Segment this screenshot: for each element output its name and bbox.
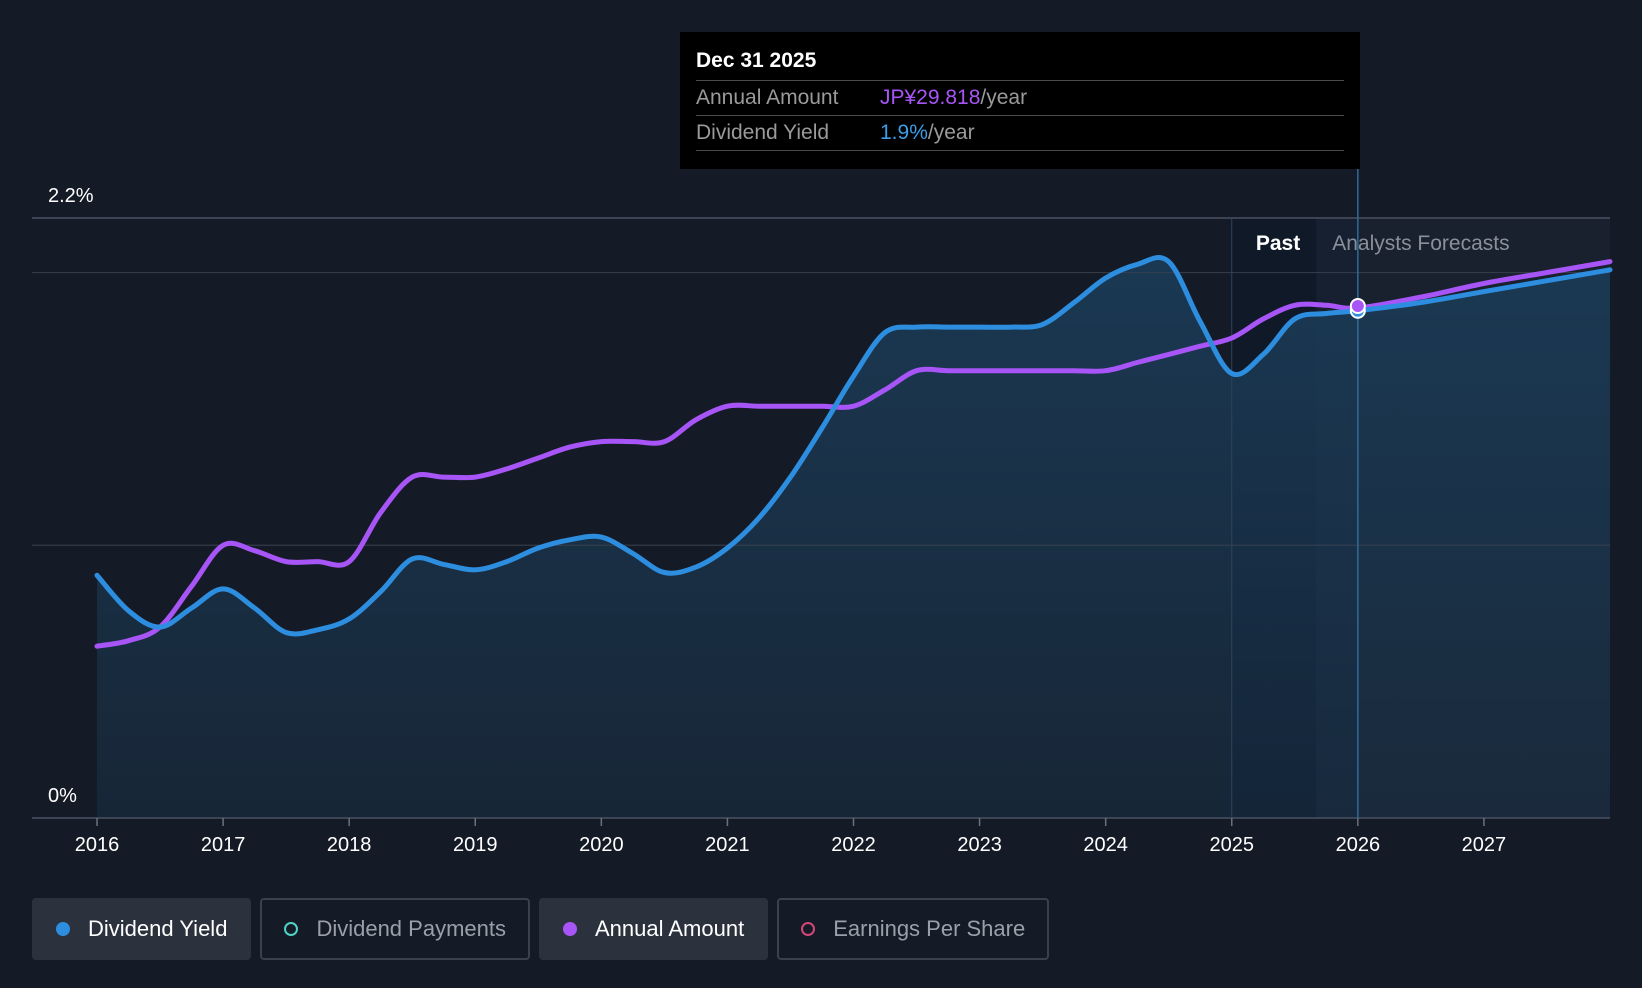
legend-dividend-yield-label: Dividend Yield <box>88 916 228 941</box>
legend-annual-amount-label: Annual Amount <box>594 916 745 941</box>
x-tick-label: 2027 <box>1462 834 1507 856</box>
legend-dividend-yield-button[interactable]: Dividend Yield <box>32 898 252 960</box>
dividend-yield-dot-icon <box>56 922 70 936</box>
dividend-payments-dot-icon <box>284 922 299 936</box>
legend-earnings-per-share-label: Earnings Per Share <box>833 916 1026 941</box>
tooltip-yield-row: Dividend Yield 1.9% /year <box>696 115 1344 151</box>
dividend-yield-area <box>97 257 1610 818</box>
tooltip-yield-unit: /year <box>927 121 975 144</box>
x-tick-label: 2020 <box>579 834 624 856</box>
tooltip-yield-value: 1.9% <box>880 121 928 144</box>
legend-dividend-payments-label: Dividend Payments <box>316 916 506 941</box>
dividend-yield-line <box>94 255 1613 637</box>
y-tick-label: 0% <box>48 785 77 807</box>
annual-amount-marker <box>1349 298 1366 314</box>
earnings-per-share-dot-icon <box>801 922 816 936</box>
x-tick-label: 2018 <box>327 834 372 856</box>
x-tick-label: 2024 <box>1083 834 1128 856</box>
chart-tooltip: Dec 31 2025 Annual Amount JP¥29.818 /yea… <box>680 32 1360 169</box>
past-label: Past <box>1256 232 1300 255</box>
annual-amount-line <box>94 259 1613 649</box>
x-tick-label: 2019 <box>453 834 498 856</box>
tooltip-date: Dec 31 2025 <box>696 49 817 72</box>
x-tick-label: 2026 <box>1336 834 1381 856</box>
annual-amount-dot-icon <box>562 922 577 936</box>
x-tick-label: 2025 <box>1210 834 1255 856</box>
tooltip-annual-value: JP¥29.818 <box>880 86 981 109</box>
tooltip-annual-label: Annual Amount <box>696 86 839 109</box>
x-tick-label: 2022 <box>831 834 876 856</box>
legend-dividend-payments-button[interactable]: Dividend Payments <box>260 898 530 960</box>
x-tick-label: 2017 <box>201 834 246 856</box>
chart-legend: Dividend Yield Dividend Payments Annual … <box>32 898 1050 960</box>
tooltip-yield-label: Dividend Yield <box>696 121 830 144</box>
x-tick-label: 2023 <box>957 834 1002 856</box>
tooltip-annual-row: Annual Amount JP¥29.818 /year <box>696 80 1344 115</box>
legend-annual-amount-button[interactable]: Annual Amount <box>538 898 769 960</box>
y-tick-label: 2.2% <box>48 185 94 207</box>
x-tick-label: 2016 <box>75 834 120 856</box>
legend-earnings-per-share-button[interactable]: Earnings Per Share <box>777 898 1050 960</box>
tooltip-annual-unit: /year <box>980 86 1028 109</box>
forecast-label: Analysts Forecasts <box>1332 232 1509 255</box>
x-tick-label: 2021 <box>705 834 750 856</box>
